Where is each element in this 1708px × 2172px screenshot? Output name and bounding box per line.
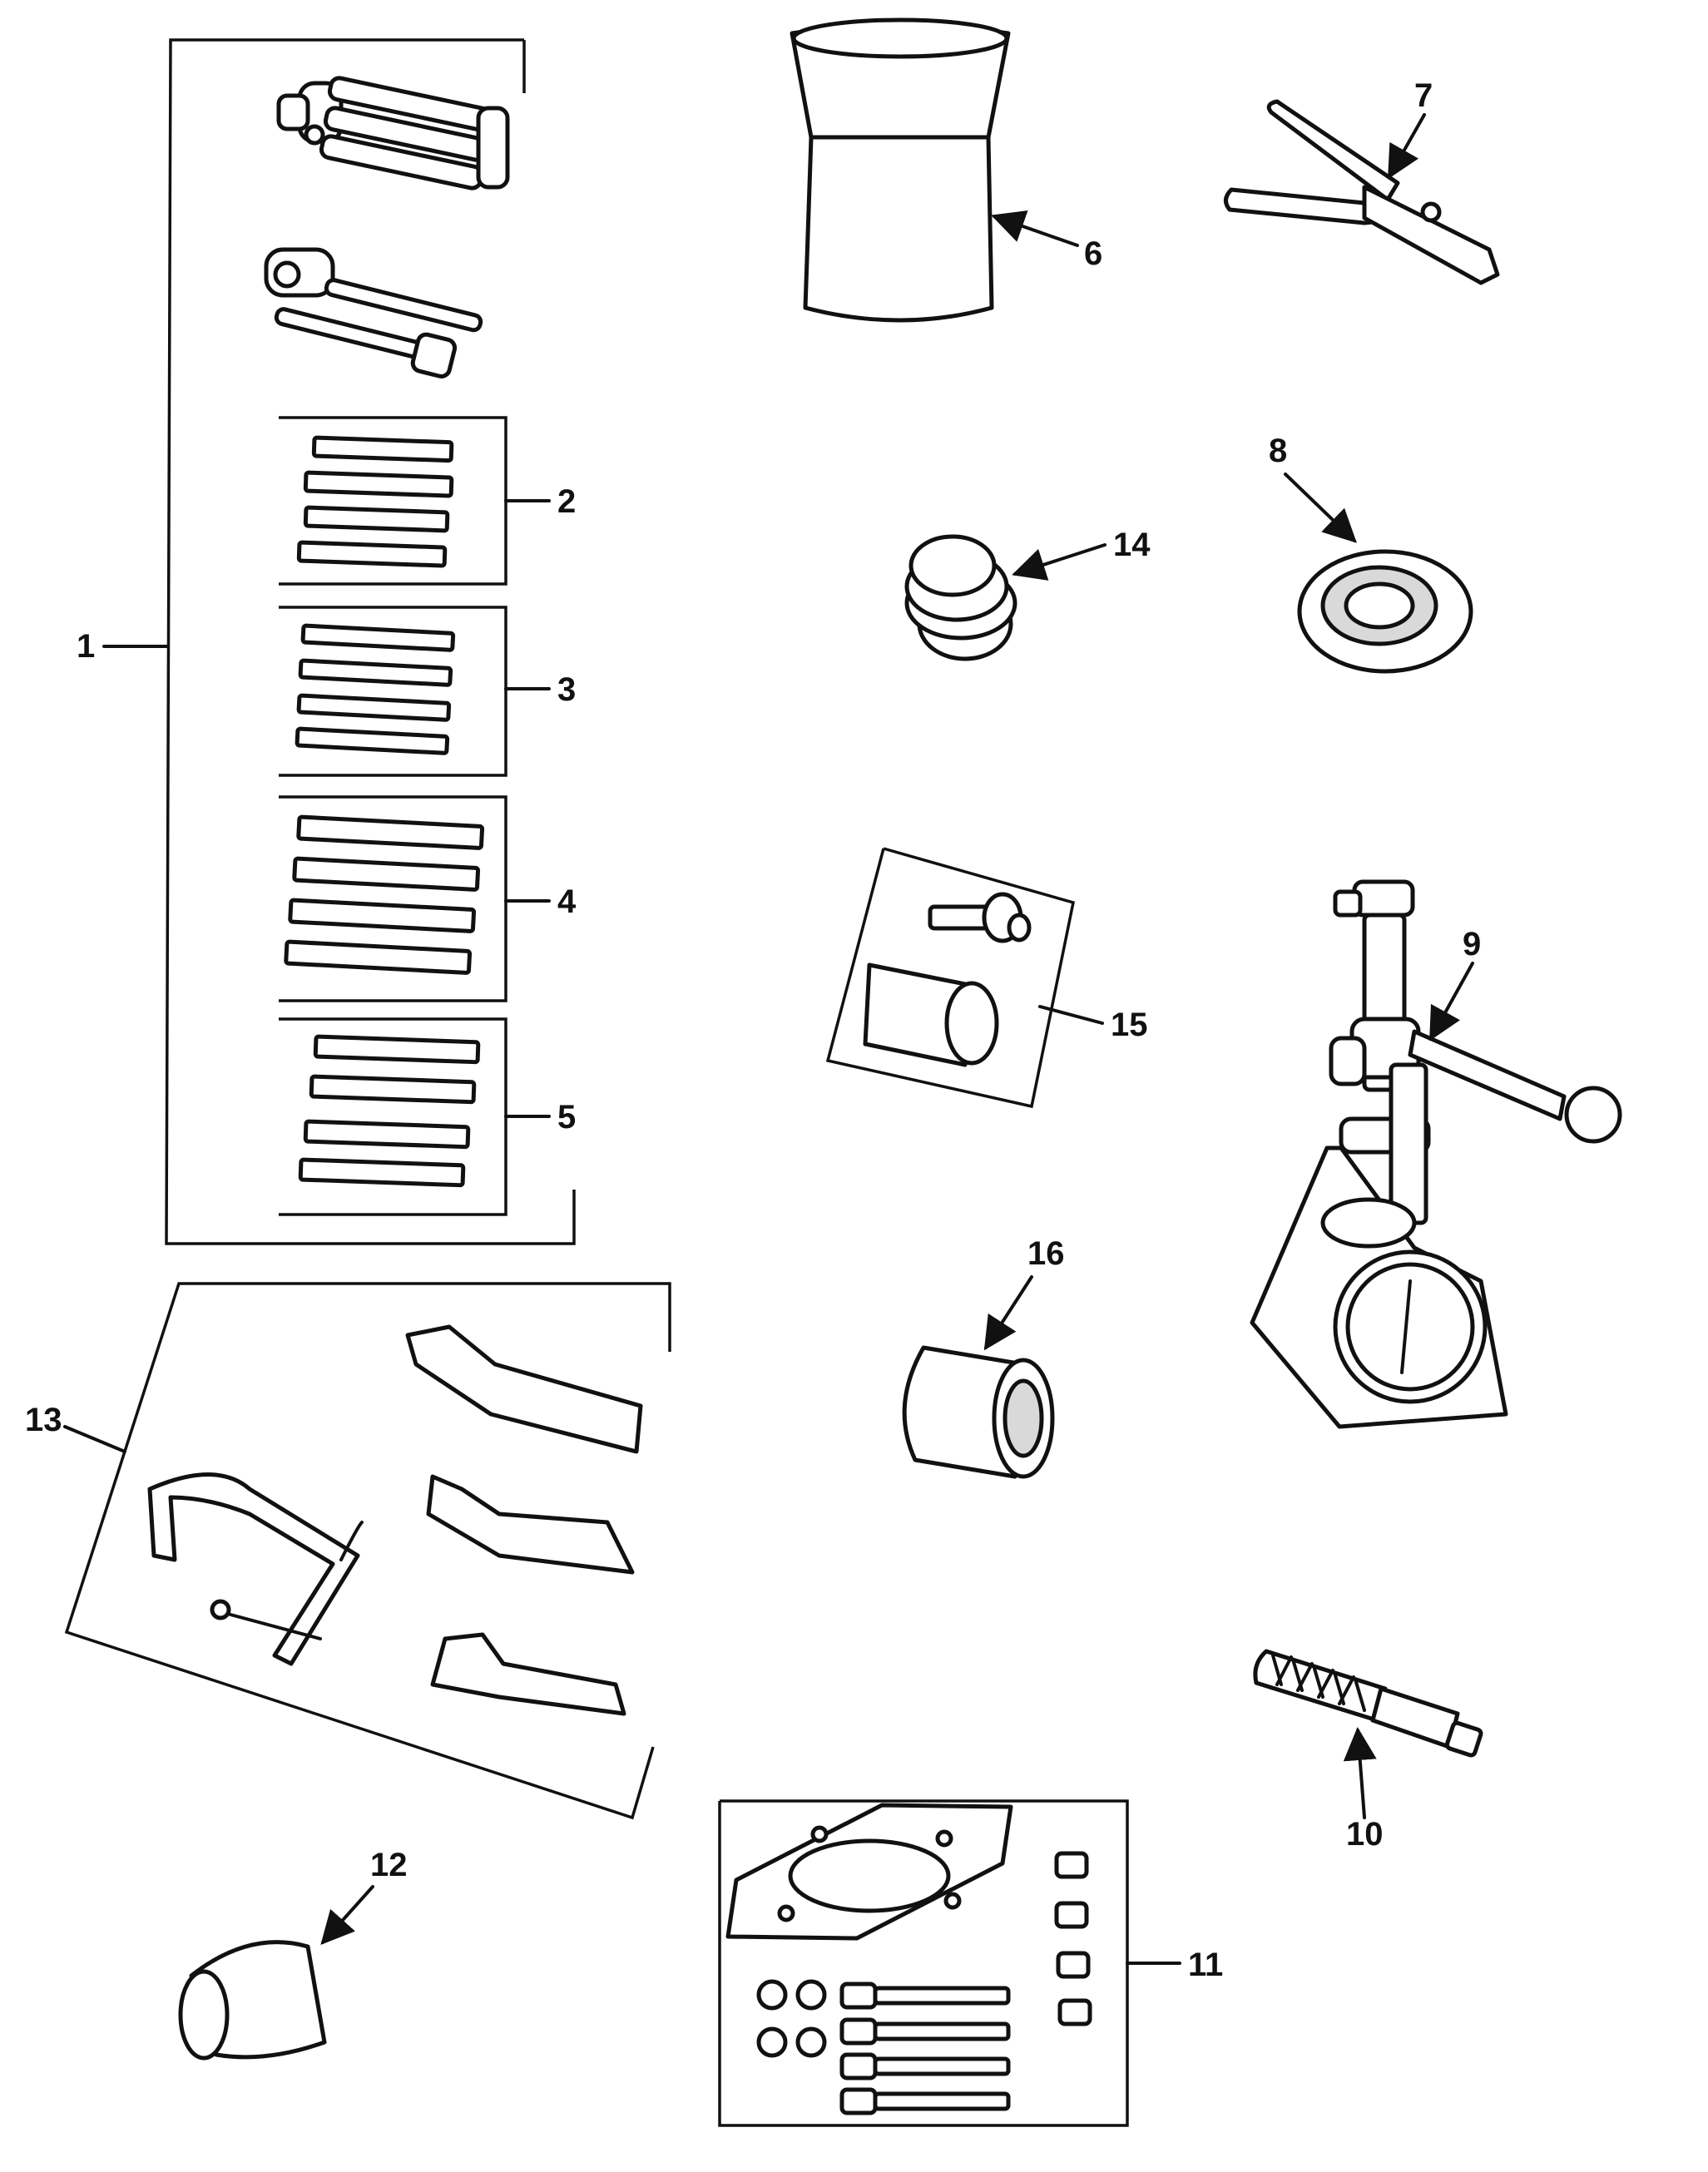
callout-9: 9 (1429, 926, 1481, 1041)
callout-13: 13 (25, 1402, 126, 1453)
callout-1: 1 (77, 628, 168, 665)
kit-1-bracket (165, 38, 576, 1245)
svg-text:7: 7 (1414, 77, 1433, 114)
splined-coupler-icon (902, 1345, 1055, 1479)
spreader-tool-icon (276, 76, 510, 190)
callout-15: 15 (1038, 1005, 1148, 1043)
callout-8: 8 (1269, 433, 1357, 543)
driver-cup-icon (178, 1940, 327, 2061)
svg-text:13: 13 (25, 1402, 62, 1438)
svg-text:8: 8 (1269, 433, 1287, 469)
svg-text:3: 3 (557, 671, 576, 708)
callout-12: 12 (320, 1847, 408, 1945)
puller-rod-icon (264, 247, 483, 378)
bar-set-5 (279, 1017, 507, 1216)
callout-7: 7 (1388, 77, 1433, 180)
bar-set-3 (279, 606, 507, 777)
bar-set-2 (279, 416, 507, 586)
svg-text:16: 16 (1027, 1235, 1065, 1272)
callout-10: 10 (1343, 1727, 1384, 1853)
callout-2: 2 (504, 483, 576, 520)
bearing-ring-icon (1297, 549, 1473, 674)
svg-text:6: 6 (1084, 235, 1102, 272)
stepped-plug-icon (904, 534, 1017, 661)
callout-14: 14 (1012, 527, 1151, 581)
svg-text:9: 9 (1463, 926, 1481, 962)
press-gauge-icon (1250, 879, 1622, 1429)
svg-text:4: 4 (557, 883, 577, 920)
svg-text:5: 5 (557, 1099, 576, 1135)
threaded-rod-icon (1253, 1649, 1483, 1758)
callout-4: 4 (504, 883, 577, 920)
bar-set-4 (279, 795, 507, 1002)
pliers-icon (1224, 99, 1500, 285)
callout-3: 3 (504, 671, 576, 708)
plate-kit-11 (718, 1799, 1129, 2127)
sleeve-cup-icon (790, 17, 1011, 323)
tool-set-13 (64, 1282, 671, 1820)
svg-text:2: 2 (557, 483, 576, 520)
svg-text:12: 12 (370, 1847, 408, 1883)
callout-5: 5 (504, 1099, 576, 1135)
svg-text:1: 1 (77, 628, 95, 665)
svg-text:15: 15 (1111, 1007, 1148, 1043)
svg-text:14: 14 (1113, 527, 1151, 563)
callout-6: 6 (991, 210, 1102, 272)
bolt-bushing-kit-15 (825, 847, 1076, 1109)
svg-text:10: 10 (1346, 1816, 1384, 1853)
callout-11: 11 (1126, 1947, 1223, 1983)
callout-16: 16 (983, 1235, 1065, 1351)
svg-text:11: 11 (1188, 1947, 1223, 1983)
